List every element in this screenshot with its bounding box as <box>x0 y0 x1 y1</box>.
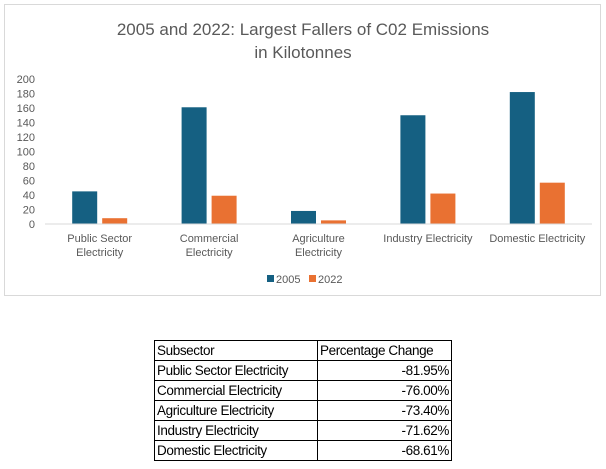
table-row: Agriculture Electricity -73.40% <box>154 400 452 421</box>
table-row: Commercial Electricity -76.00% <box>154 380 452 401</box>
y-tick-label: 120 <box>17 132 35 144</box>
legend-label-2005: 2005 <box>276 274 300 286</box>
percentage-change-table: Subsector Percentage Change Public Secto… <box>154 340 452 461</box>
legend-swatch-2022 <box>309 275 316 282</box>
x-category-label: Domestic Electricity <box>489 233 585 245</box>
y-tick-label: 180 <box>17 89 35 101</box>
legend-label-2022: 2022 <box>318 274 342 286</box>
bar-2005-2 <box>291 210 316 224</box>
bar-2022-4 <box>539 182 565 224</box>
chart-title-line-1: 2005 and 2022: Largest Fallers of C02 Em… <box>117 20 489 39</box>
header-subsector: Subsector <box>154 340 318 361</box>
y-tick-label: 160 <box>17 103 35 115</box>
bar-2022-3 <box>430 193 456 224</box>
cell-subsector: Public Sector Electricity <box>154 360 318 381</box>
cell-subsector: Industry Electricity <box>154 420 318 441</box>
x-category-label: Electricity <box>76 247 124 259</box>
cell-percentage-change: -81.95% <box>317 360 452 381</box>
x-category-label: Electricity <box>186 247 234 259</box>
x-category-label: Agriculture <box>292 233 345 245</box>
table-header-row: Subsector Percentage Change <box>154 340 452 361</box>
table-row: Public Sector Electricity -81.95% <box>154 360 452 381</box>
bar-2005-0 <box>72 191 98 224</box>
y-tick-label: 0 <box>29 219 35 231</box>
bar-chart: 2005 and 2022: Largest Fallers of C02 Em… <box>17 20 592 286</box>
category-labels: Public Sector Electricity Commercial Electr… <box>67 233 585 259</box>
bar-2005-1 <box>181 107 207 224</box>
header-percentage-change: Percentage Change <box>317 340 452 361</box>
legend: 2005 2022 <box>267 274 342 286</box>
legend-swatch-2005 <box>267 275 274 282</box>
x-category-label: Public Sector <box>67 233 132 245</box>
cell-percentage-change: -68.61% <box>317 440 452 461</box>
cell-percentage-change: -73.40% <box>317 400 452 421</box>
x-category-label: Industry Electricity <box>383 233 473 245</box>
table-row: Domestic Electricity -68.61% <box>154 440 452 461</box>
cell-percentage-change: -76.00% <box>317 380 452 401</box>
x-category-label: Electricity <box>295 247 343 259</box>
chart-title-line-2: in Kilotonnes <box>254 43 351 62</box>
y-axis: 0 20 40 60 80 100 120 140 160 180 200 <box>17 74 35 231</box>
cell-percentage-change: -71.62% <box>317 420 452 441</box>
cell-subsector: Agriculture Electricity <box>154 400 318 421</box>
table-row: Industry Electricity -71.62% <box>154 420 452 441</box>
bar-2005-3 <box>400 115 426 224</box>
y-tick-label: 140 <box>17 118 35 130</box>
bar-2022-0 <box>102 218 128 224</box>
y-tick-label: 80 <box>23 161 35 173</box>
cell-subsector: Domestic Electricity <box>154 440 318 461</box>
y-tick-label: 100 <box>17 147 35 159</box>
bar-2005-4 <box>509 92 535 224</box>
y-tick-label: 20 <box>23 205 35 217</box>
bars <box>72 92 565 224</box>
bar-2022-1 <box>211 195 237 224</box>
y-tick-label: 60 <box>23 176 35 188</box>
chart-frame: 2005 and 2022: Largest Fallers of C02 Em… <box>4 4 601 296</box>
cell-subsector: Commercial Electricity <box>154 380 318 401</box>
y-tick-label: 40 <box>23 190 35 202</box>
x-category-label: Commercial <box>180 233 239 245</box>
y-tick-label: 200 <box>17 74 35 86</box>
bar-2022-2 <box>321 220 346 224</box>
